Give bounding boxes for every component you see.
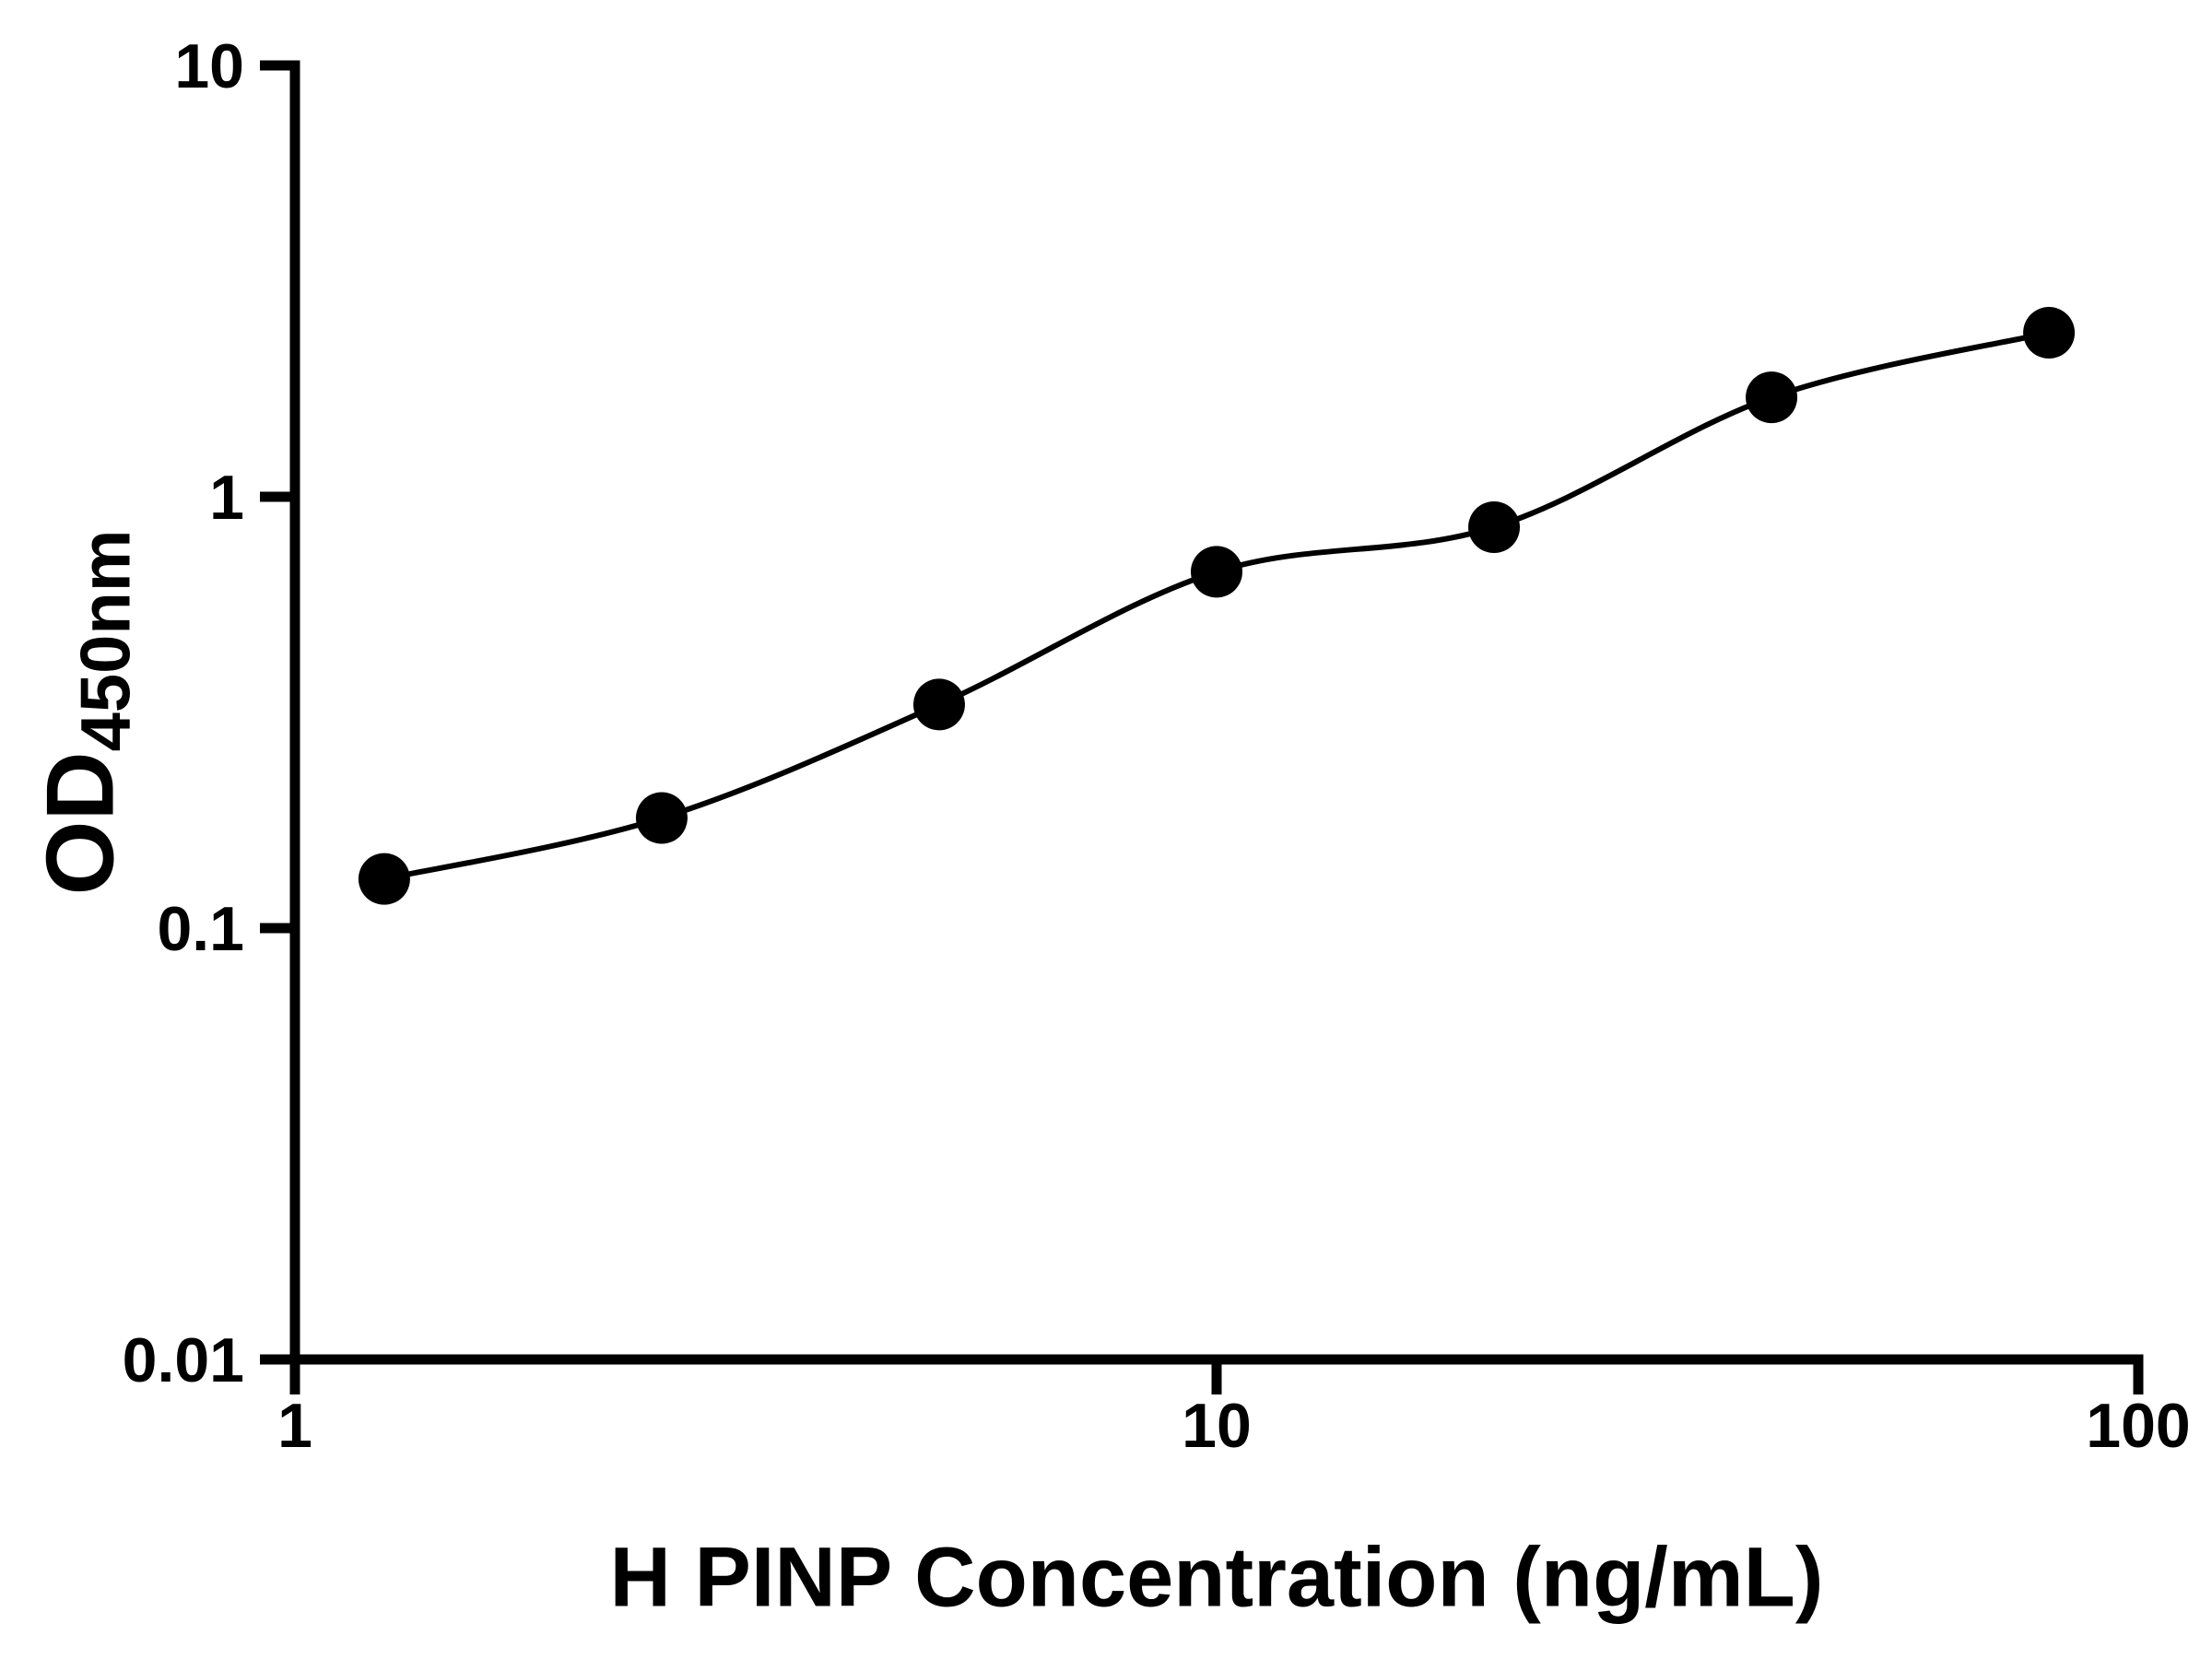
- data-point: [358, 853, 410, 905]
- data-point: [635, 792, 688, 844]
- data-point: [912, 678, 965, 731]
- y-axis-title-sub: 450nm: [66, 529, 146, 752]
- x-tick-label: 10: [1182, 1391, 1252, 1461]
- y-tick-label: 0.1: [157, 894, 244, 964]
- y-tick-label: 1: [209, 463, 244, 533]
- y-tick-label: 0.01: [123, 1325, 244, 1395]
- data-point: [2023, 307, 2076, 359]
- data-point: [1191, 546, 1242, 598]
- y-axis-title-main: OD: [27, 751, 135, 896]
- x-tick-label: 1: [277, 1391, 312, 1461]
- x-tick-label: 100: [2086, 1391, 2190, 1461]
- x-axis-title: H PINP Concentration (ng/mL): [609, 1530, 1824, 1625]
- y-axis-title: OD450nm: [27, 530, 146, 896]
- data-point: [1468, 501, 1521, 554]
- fit-curve: [383, 330, 2050, 882]
- y-tick-label: 10: [174, 31, 244, 101]
- data-point: [1746, 371, 1798, 424]
